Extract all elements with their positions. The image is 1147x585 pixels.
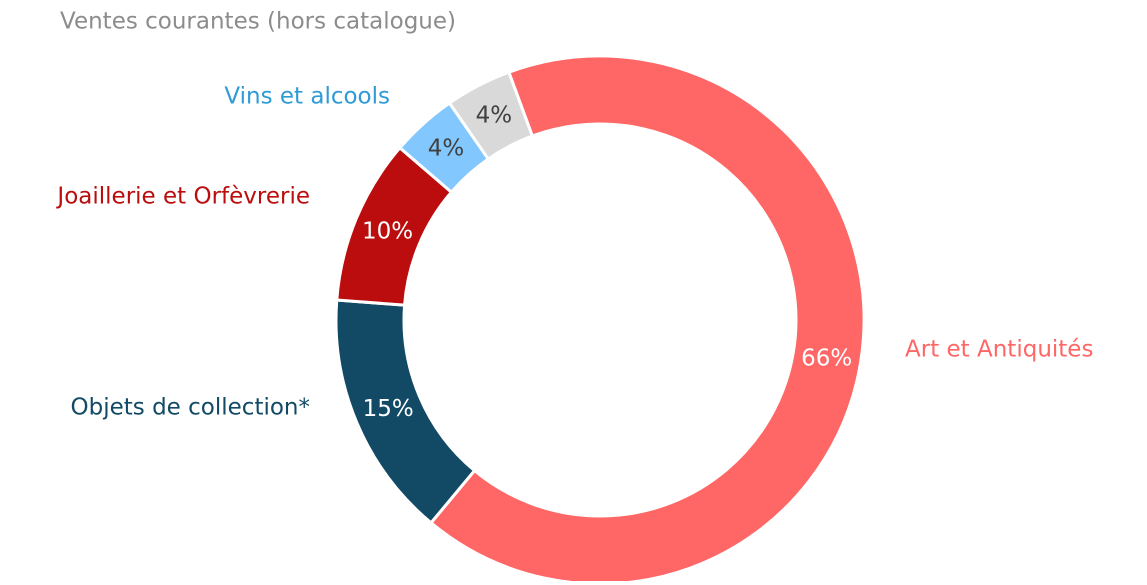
value-label: 10% <box>362 218 413 244</box>
value-label: 4% <box>476 102 513 128</box>
value-label: 15% <box>363 396 414 422</box>
value-label: 66% <box>801 346 852 372</box>
donut-segment <box>428 54 866 585</box>
category-label: Vins et alcools <box>224 84 390 110</box>
category-label: Ventes courantes (hors catalogue) <box>60 9 456 35</box>
value-label: 4% <box>428 136 465 162</box>
donut-segment <box>447 70 535 162</box>
category-label: Objets de collection* <box>71 395 310 421</box>
category-label: Joaillerie et Orfèvrerie <box>55 184 310 210</box>
category-label: Art et Antiquités <box>905 337 1093 363</box>
